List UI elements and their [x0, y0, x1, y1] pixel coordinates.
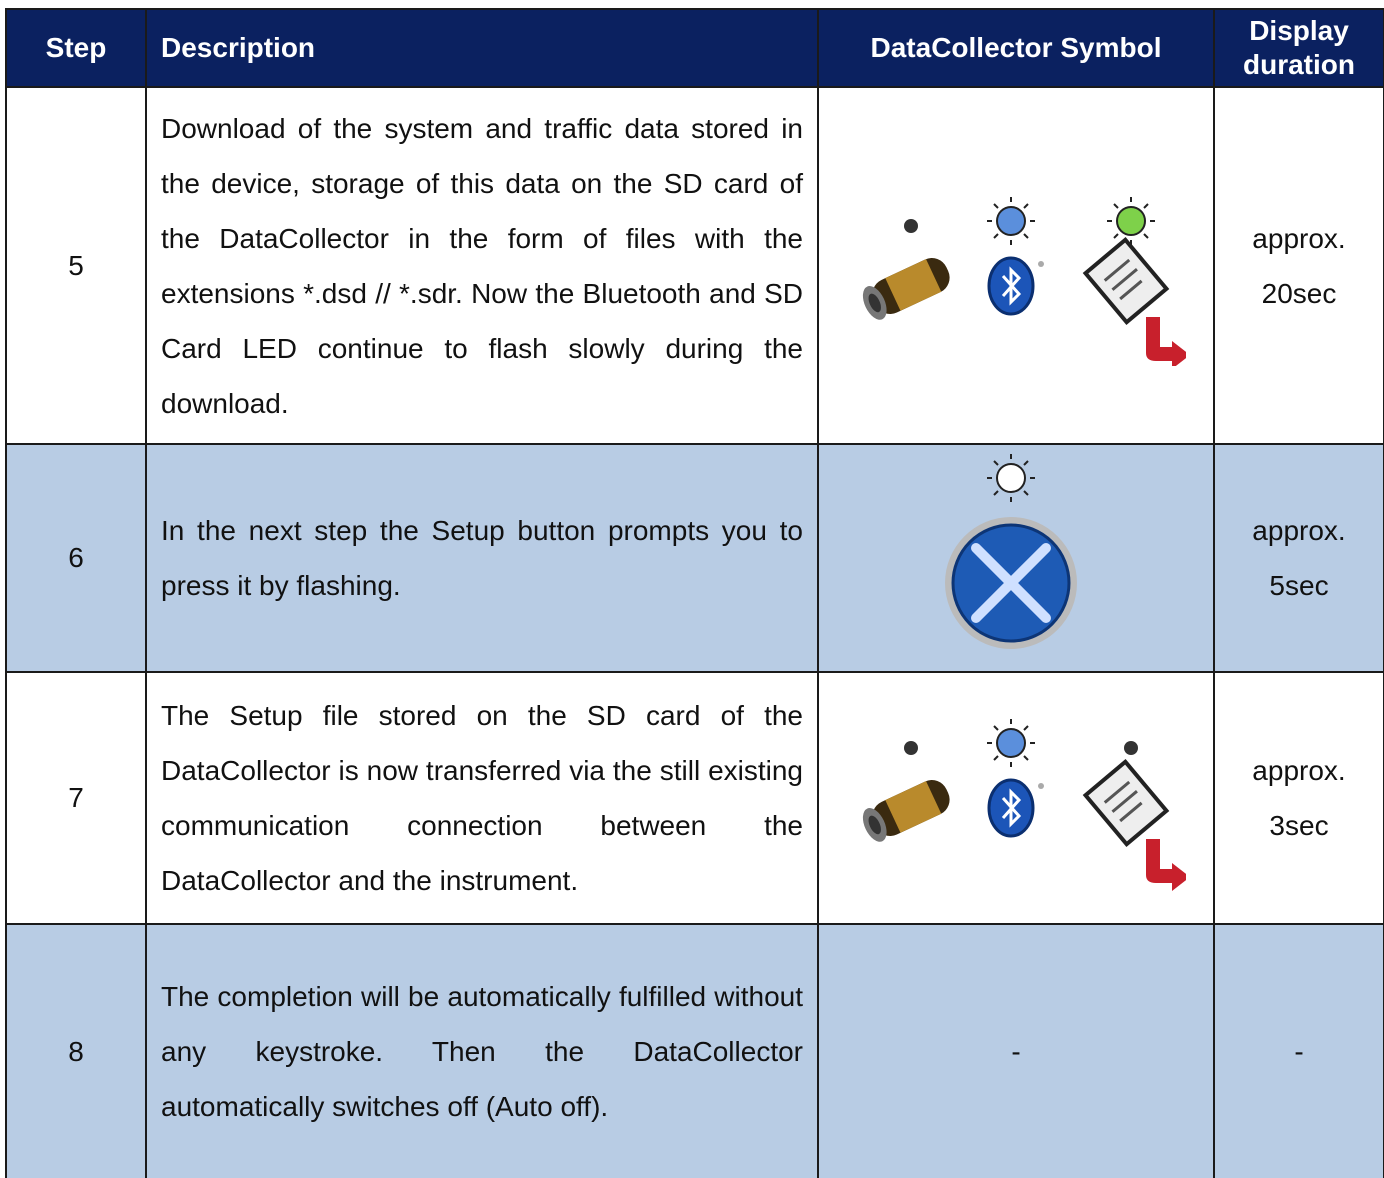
- header-cell: Display duration: [1213, 8, 1384, 88]
- header-row: Step Description DataCollector Symbol Di…: [5, 8, 1384, 88]
- step-cell: 7: [5, 671, 147, 925]
- step-cell: 5: [5, 86, 147, 445]
- step-cell: 8: [5, 923, 147, 1178]
- duration-cell: approx. 3sec: [1213, 671, 1384, 925]
- duration-cell: -: [1213, 923, 1384, 1178]
- description-cell: The Setup file stored on the SD card of …: [145, 671, 819, 925]
- header-cell: DataCollector Symbol: [817, 8, 1215, 88]
- setup-icon: [945, 453, 1077, 649]
- description-cell: In the next step the Setup button prompt…: [145, 443, 819, 673]
- status-icons: [858, 195, 1186, 366]
- symbol-cell: -: [817, 923, 1215, 1178]
- step-cell: 6: [5, 443, 147, 673]
- header-cell: Description: [145, 8, 819, 88]
- symbol-cell: [817, 86, 1215, 445]
- description-cell: The completion will be automatically ful…: [145, 923, 819, 1178]
- duration-cell: approx. 20sec: [1213, 86, 1384, 445]
- symbol-cell: [817, 443, 1215, 673]
- description-cell: Download of the system and traffic data …: [145, 86, 819, 445]
- duration-cell: approx. 5sec: [1213, 443, 1384, 673]
- row: 5 Download of the system and traffic dat…: [5, 86, 1384, 445]
- status-icons: [858, 718, 1186, 893]
- row: 8 The completion will be automatically f…: [5, 923, 1384, 1178]
- row: 6 In the next step the Setup button prom…: [5, 443, 1384, 673]
- steps-table: Step Description DataCollector Symbol Di…: [5, 8, 1384, 1178]
- row: 7 The Setup file stored on the SD card o…: [5, 671, 1384, 925]
- header-cell: Step: [5, 8, 147, 88]
- symbol-cell: [817, 671, 1215, 925]
